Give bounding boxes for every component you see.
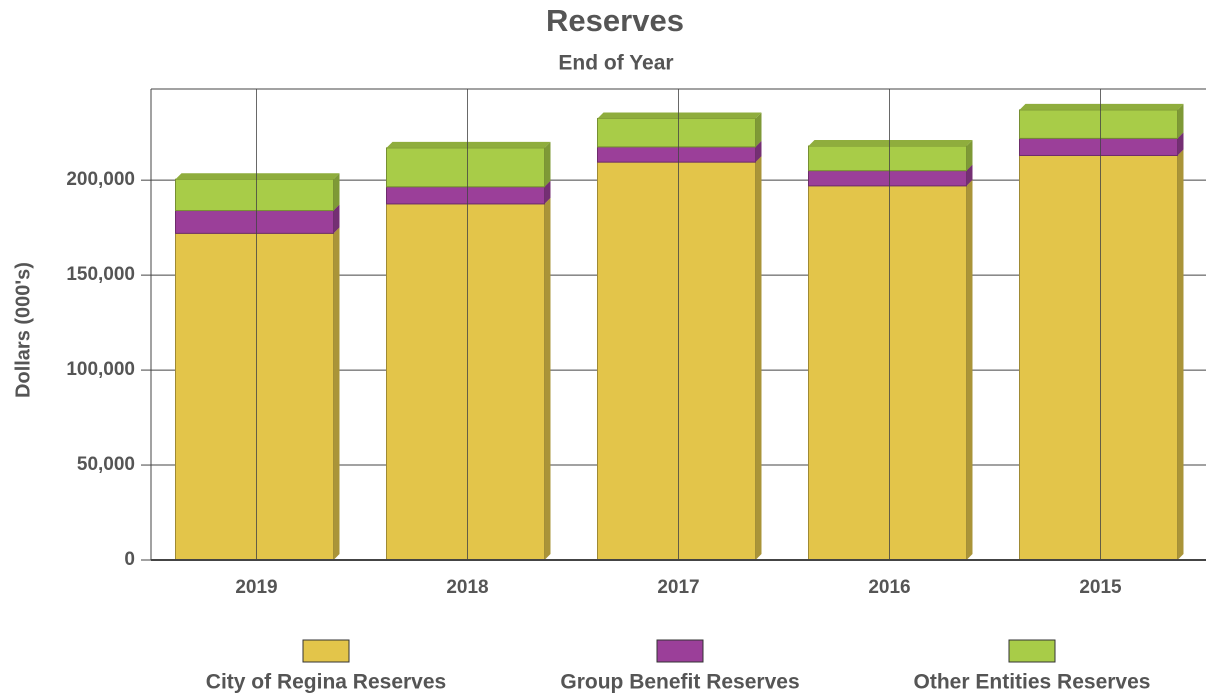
y-tick-label: 100,000 (66, 359, 135, 380)
bar-front (808, 185, 967, 561)
bar-front (386, 147, 545, 188)
bar-front (808, 145, 967, 172)
bar-top (386, 141, 551, 148)
bar-segment (1019, 149, 1184, 561)
bar-side (333, 227, 340, 560)
bar-segment (1019, 103, 1184, 139)
bar-front (808, 170, 967, 187)
bar-side (544, 141, 551, 187)
bar-top (175, 173, 340, 180)
bar-side (755, 140, 762, 163)
bar-segment (808, 179, 973, 561)
bar-front (386, 203, 545, 561)
bar-front (175, 232, 334, 561)
bar-front (597, 117, 756, 148)
y-tick-label: 200,000 (66, 169, 135, 190)
bar-segment (175, 173, 340, 212)
y-tick-label: 50,000 (77, 454, 135, 475)
bar-front (597, 146, 756, 163)
bar-side (333, 204, 340, 234)
bar-top (597, 112, 762, 119)
y-tick-label: 150,000 (66, 264, 135, 285)
bar-side (966, 139, 973, 171)
legend-swatch (656, 639, 704, 663)
legend-label: City of Regina Reserves (206, 671, 446, 694)
bar-front (1019, 137, 1178, 156)
x-tick-label: 2019 (235, 577, 277, 598)
bar-top (808, 139, 973, 146)
bar-front (175, 178, 334, 212)
bar-side (1177, 132, 1184, 156)
x-tick-label: 2018 (446, 577, 488, 598)
bar-top (1019, 103, 1184, 110)
y-axis-title: Dollars (000's) (12, 262, 34, 398)
bar-side (966, 179, 973, 560)
bar-segment (808, 139, 973, 172)
legend-swatch (1008, 639, 1056, 663)
x-tick-label: 2016 (868, 577, 910, 598)
y-tick-label: 0 (124, 549, 135, 570)
bar-side (1177, 149, 1184, 560)
bar-side (544, 180, 551, 204)
legend-swatch (302, 639, 350, 663)
bar-front (386, 186, 545, 205)
legend-label: Other Entities Reserves (914, 671, 1151, 694)
bar-front (597, 161, 756, 561)
bar-segment (386, 141, 551, 188)
legend-label: Group Benefit Reserves (560, 671, 799, 694)
bar-segment (597, 112, 762, 148)
bar-side (966, 164, 973, 186)
bar-front (175, 210, 334, 234)
bar-side (1177, 103, 1184, 139)
chart-title: Reserves (546, 3, 684, 38)
bar-segment (597, 156, 762, 561)
bar-segment (386, 197, 551, 561)
bar-side (544, 197, 551, 560)
bar-side (755, 156, 762, 560)
bar-side (333, 173, 340, 211)
chart-subtitle: End of Year (558, 52, 673, 75)
bar-front (1019, 109, 1178, 139)
x-tick-label: 2017 (657, 577, 699, 598)
x-tick-label: 2015 (1079, 577, 1122, 598)
bar-segment (175, 227, 340, 561)
bar-side (755, 112, 762, 147)
bar-front (1019, 154, 1178, 561)
